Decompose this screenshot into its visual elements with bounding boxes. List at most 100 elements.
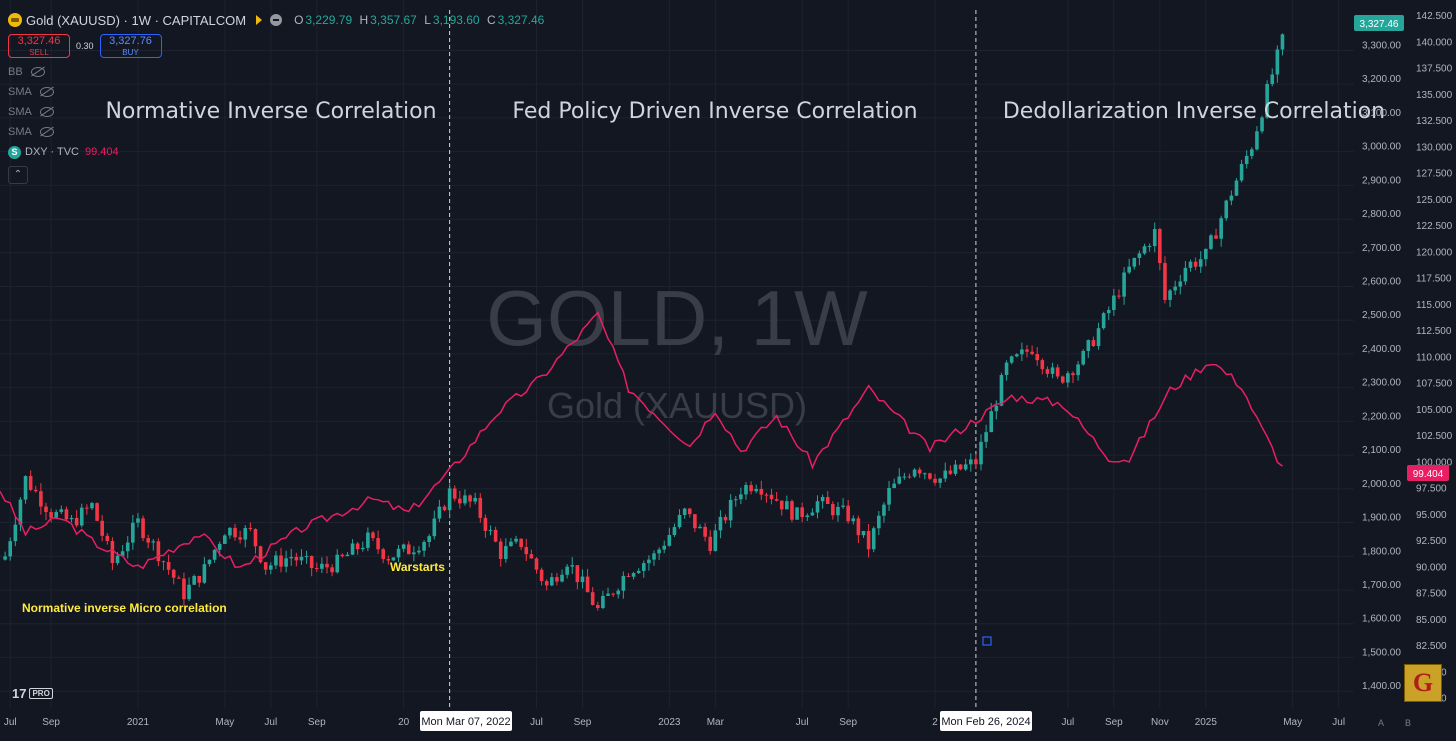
candle: [401, 543, 406, 553]
candle: [1275, 45, 1280, 83]
candle: [1142, 243, 1147, 255]
eye-hidden-icon[interactable]: [30, 67, 45, 77]
gold-price-tick: 2,200.00: [1362, 411, 1401, 422]
time-tick: Jul: [1332, 717, 1345, 728]
candle: [437, 499, 442, 523]
candle: [468, 494, 472, 508]
micro-correlation-note: Normative inverse Micro correlation: [22, 601, 227, 615]
candle: [524, 538, 529, 561]
close-value: 3,327.46: [497, 13, 545, 27]
candle: [902, 472, 907, 480]
low-value: 3,193.60: [432, 13, 480, 27]
candle: [534, 557, 539, 574]
candle: [667, 527, 672, 547]
close-label: C: [486, 13, 496, 27]
log-scale-button[interactable]: B: [1405, 718, 1411, 728]
candle: [1132, 257, 1137, 270]
candle: [769, 488, 774, 505]
candle: [1055, 364, 1060, 379]
grid: [0, 0, 1354, 708]
candle: [514, 535, 518, 544]
eye-hidden-icon[interactable]: [39, 127, 54, 137]
candle: [478, 493, 483, 523]
dxy-tick: 92.500: [1416, 536, 1447, 547]
candle: [1209, 233, 1213, 250]
candle: [44, 502, 48, 521]
dxy-tick: 110.000: [1416, 352, 1452, 363]
candle: [3, 551, 7, 561]
war-starts-note: Warstarts: [390, 560, 445, 574]
candle: [136, 512, 140, 528]
gold-price-tick: 1,900.00: [1362, 513, 1401, 524]
candle: [1096, 322, 1101, 350]
candle: [248, 522, 253, 532]
candle: [422, 540, 426, 557]
candle: [1224, 199, 1229, 221]
dxy-tick: 97.500: [1416, 484, 1447, 495]
candle: [958, 464, 963, 471]
indicator-sma-1[interactable]: SMA: [8, 82, 548, 102]
candle: [785, 495, 789, 510]
auto-scale-button[interactable]: A: [1378, 718, 1384, 728]
candle: [539, 567, 544, 586]
zone-label-dedollarization: Dedollarization Inverse Correlation: [1003, 99, 1385, 124]
dxy-tick: 140.000: [1416, 37, 1453, 48]
candle: [575, 565, 580, 590]
candle: [892, 478, 896, 489]
candle: [1214, 228, 1218, 239]
candle: [1086, 339, 1091, 358]
buy-button[interactable]: 3,327.76 BUY: [99, 34, 162, 58]
gold-price-tick: 1,800.00: [1362, 546, 1401, 557]
candle: [177, 575, 181, 579]
eye-hidden-icon[interactable]: [39, 87, 54, 97]
candle: [923, 472, 927, 480]
sell-button[interactable]: 3,327.46 SELL: [8, 34, 70, 58]
time-tick: Sep: [42, 717, 60, 728]
candle: [1020, 342, 1024, 362]
tradingview-logo[interactable]: 17 PRO: [12, 686, 53, 701]
candle: [64, 506, 69, 521]
candle: [774, 492, 779, 502]
candle: [866, 523, 871, 558]
indicator-sma-3[interactable]: SMA: [8, 122, 548, 142]
time-tick: Sep: [1105, 717, 1123, 728]
candle: [304, 550, 309, 564]
candle: [912, 468, 917, 478]
gold-price-badge: [1354, 15, 1404, 31]
time-tick: May: [1283, 717, 1302, 728]
candle: [647, 555, 651, 571]
candle: [871, 526, 876, 553]
symbol-title[interactable]: Gold (XAUUSD) · 1W · CAPITALCOM: [26, 12, 247, 28]
candle: [1280, 33, 1285, 56]
flag-icon[interactable]: [256, 15, 263, 25]
dxy-legend[interactable]: S DXY · TVC 99.404: [8, 142, 548, 162]
candle: [355, 541, 360, 555]
candle: [233, 523, 237, 541]
candle: [151, 539, 156, 551]
candle: [381, 547, 386, 564]
dxy-tick: 87.500: [1416, 589, 1447, 600]
anchor-handle[interactable]: [982, 636, 992, 646]
indicator-bb[interactable]: BB: [8, 62, 548, 82]
eye-hidden-icon[interactable]: [39, 107, 54, 117]
candle: [1239, 159, 1244, 183]
candle: [350, 539, 355, 555]
price-badges: 3,327.46 99.404: [1354, 15, 1449, 481]
candle: [447, 483, 452, 519]
dxy-tick: 90.000: [1416, 562, 1447, 573]
candle: [1193, 257, 1198, 271]
indicator-sma-2[interactable]: SMA: [8, 102, 548, 122]
candle: [396, 544, 401, 563]
candle: [968, 453, 973, 472]
dxy-value-badge-text: 99.404: [1413, 469, 1444, 480]
minus-circle-icon[interactable]: [270, 14, 283, 26]
buy-label: BUY: [122, 48, 139, 57]
candle: [1127, 258, 1131, 275]
dxy-tick: 102.500: [1416, 431, 1453, 442]
dxy-tick: 142.500: [1416, 11, 1453, 22]
candle: [616, 588, 621, 599]
candle: [928, 472, 932, 481]
gold-price-tick: 2,000.00: [1362, 479, 1401, 490]
chevron-up-icon[interactable]: ⌃: [8, 166, 28, 184]
